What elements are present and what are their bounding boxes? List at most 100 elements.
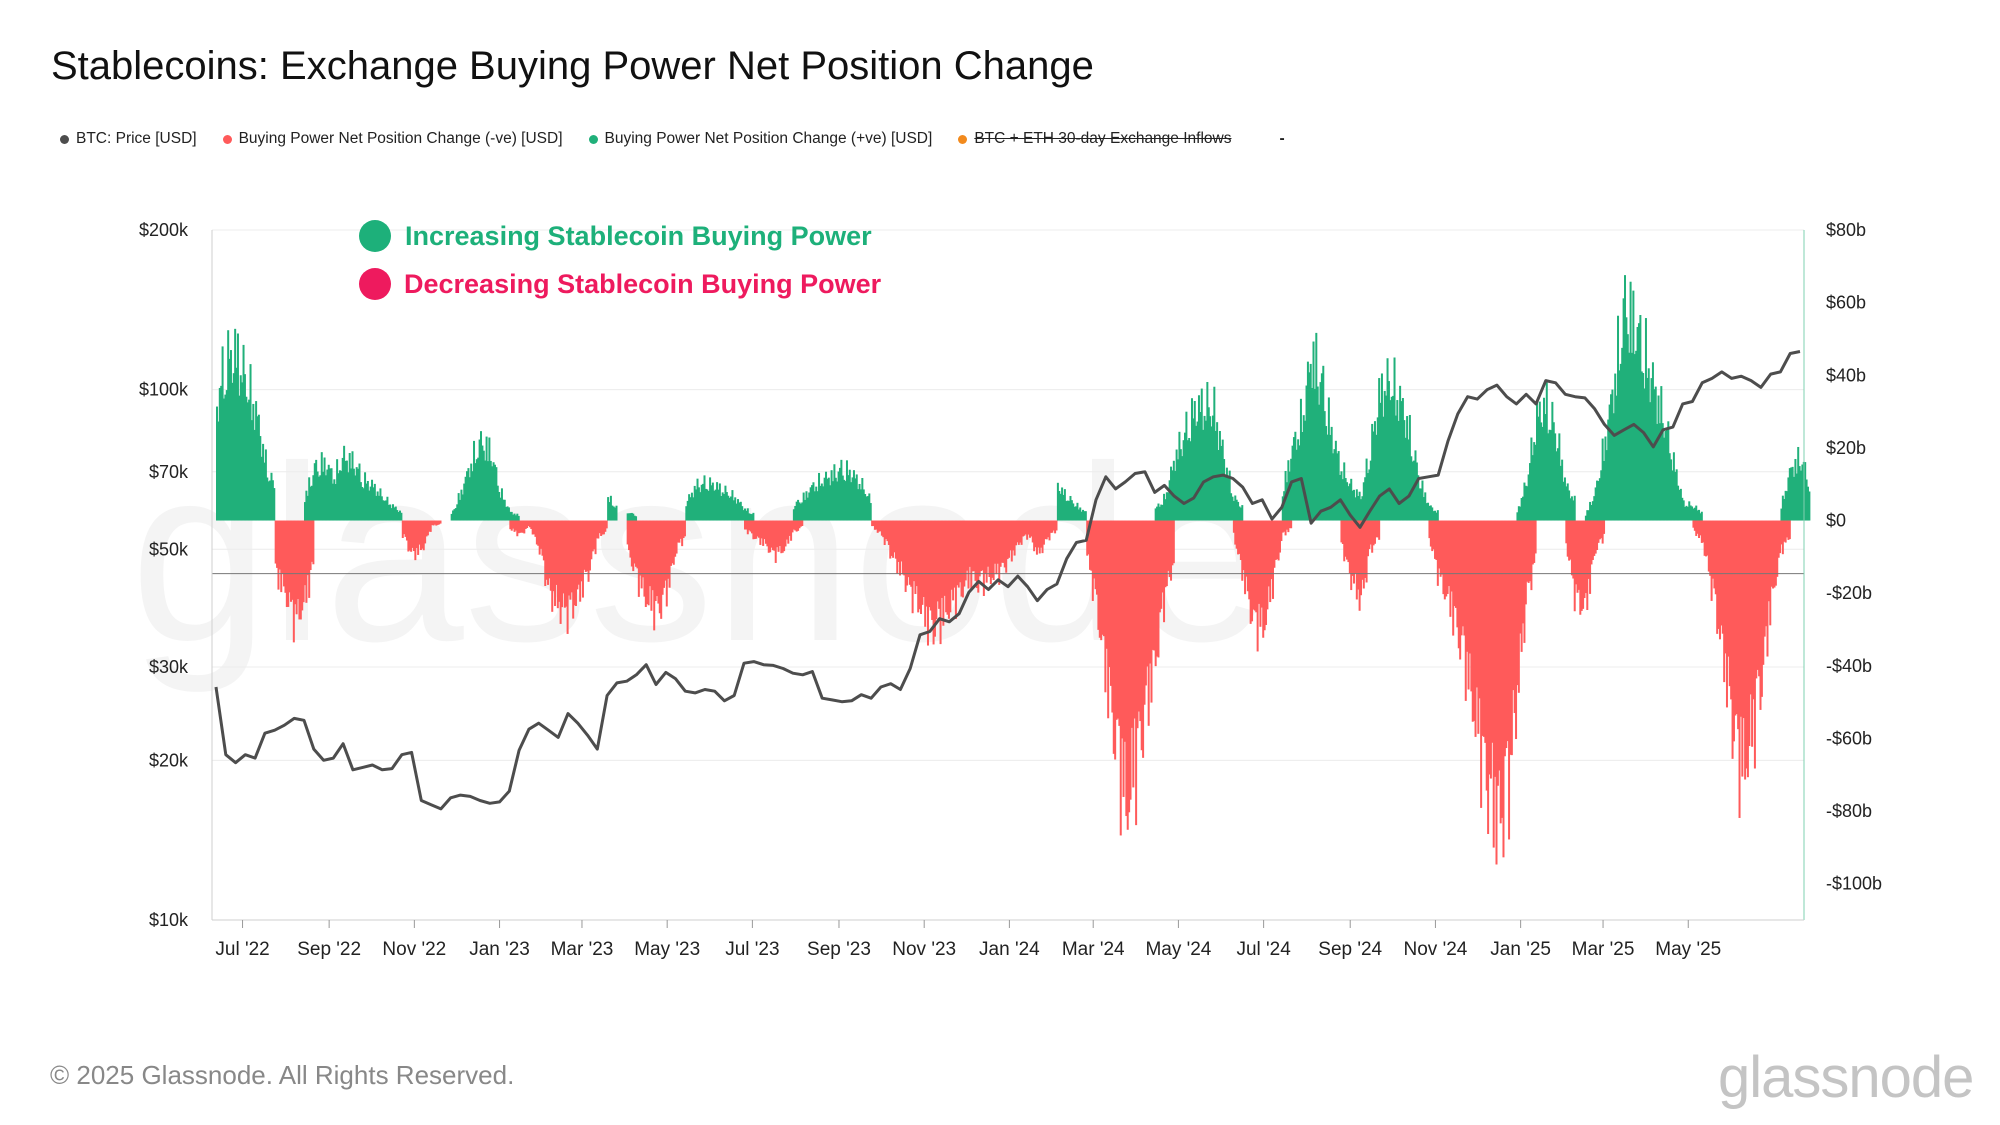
bar-positive: [1192, 418, 1195, 521]
bar-positive: [229, 350, 232, 521]
bar-positive: [1379, 402, 1382, 521]
bar-negative: [1732, 520, 1735, 742]
bar-negative: [590, 520, 593, 560]
bar-positive: [852, 470, 855, 521]
legend-item-negative[interactable]: Buying Power Net Position Change (-ve) […: [222, 130, 563, 148]
bar-positive: [1596, 480, 1599, 521]
legend-item-exchange-inflows[interactable]: BTC + ETH 30-day Exchange Inflows: [958, 130, 1231, 148]
bar-positive: [1804, 462, 1807, 521]
legend-item-btc-price[interactable]: BTC: Price [USD]: [60, 130, 197, 148]
bar-negative: [1509, 520, 1512, 755]
bar-negative: [1167, 520, 1170, 571]
bar-positive: [387, 504, 390, 521]
bar-positive: [816, 491, 819, 521]
bar-negative: [996, 520, 999, 564]
bar-positive: [1337, 451, 1340, 521]
bar-negative: [1570, 520, 1573, 576]
bar-positive: [1421, 480, 1424, 521]
bar-negative: [435, 520, 438, 526]
btc-price-line: [214, 350, 1801, 811]
bar-negative: [1172, 520, 1175, 564]
bar-negative: [1276, 520, 1279, 560]
bar-negative: [1112, 520, 1115, 754]
bar-positive: [1073, 506, 1076, 521]
bar-positive: [248, 399, 251, 521]
bar-positive: [1283, 491, 1286, 521]
legend-item-positive[interactable]: Buying Power Net Position Change (+ve) […: [588, 130, 932, 148]
bar-negative: [1742, 520, 1745, 719]
bar-positive: [1353, 489, 1356, 521]
bar-positive: [1330, 426, 1333, 521]
bar-negative: [1023, 520, 1026, 536]
bar-negative: [1436, 520, 1439, 586]
bar-negative: [1452, 520, 1455, 636]
bar-positive: [305, 490, 308, 521]
bar-positive: [1181, 456, 1184, 521]
bar-negative: [660, 520, 663, 619]
bar-negative: [774, 520, 777, 563]
bar-positive: [502, 499, 505, 521]
bar-positive: [1373, 421, 1376, 521]
legend-label-exchange-inflows: BTC + ETH 30-day Exchange Inflows: [974, 130, 1232, 147]
bar-negative: [1142, 520, 1145, 758]
bar-negative: [1598, 520, 1601, 540]
left-tick-label: $70k: [149, 462, 189, 482]
bar-positive: [1610, 394, 1613, 521]
bar-positive: [1383, 390, 1386, 521]
bar-negative: [797, 520, 800, 531]
bar-negative: [563, 520, 566, 608]
bar-positive: [686, 500, 689, 521]
bar-positive: [228, 358, 231, 521]
bar-negative: [882, 520, 885, 538]
bar-positive: [393, 507, 396, 521]
bar-positive: [1519, 506, 1522, 521]
x-tick-label: Jan '23: [469, 939, 530, 960]
bar-negative: [533, 520, 536, 535]
bar-positive: [1686, 506, 1689, 521]
bar-positive: [364, 472, 367, 521]
bar-negative: [1580, 520, 1583, 611]
bar-negative: [1482, 520, 1485, 737]
bar-negative: [281, 520, 284, 574]
bar-positive: [1784, 490, 1787, 521]
bar-negative: [935, 520, 938, 620]
bar-positive: [1061, 487, 1064, 521]
x-tick-label: Mar '25: [1572, 939, 1635, 960]
bar-positive: [1313, 388, 1316, 521]
bar-negative: [1454, 520, 1457, 608]
bar-negative: [586, 520, 589, 572]
bar-positive: [825, 471, 828, 521]
bar-positive: [1390, 396, 1393, 521]
chart-svg: glassnode $10k $20k $30k $50k $70k $100k $200k…: [130, 220, 1882, 960]
bar-positive: [1304, 420, 1307, 521]
bar-positive: [1189, 441, 1192, 521]
bar-positive: [1549, 430, 1552, 521]
bar-positive: [270, 472, 273, 521]
bar-positive: [373, 483, 376, 521]
bar-positive: [259, 436, 262, 521]
bar-negative: [892, 520, 895, 558]
bar-negative: [801, 520, 804, 526]
bar-negative: [1594, 520, 1597, 554]
bar-positive: [1410, 456, 1413, 521]
bar-positive: [732, 500, 735, 521]
bar-negative: [1024, 520, 1027, 535]
bar-negative: [524, 520, 527, 530]
bar-positive: [723, 494, 726, 521]
bar-positive: [489, 460, 492, 521]
bar-negative: [1773, 520, 1776, 588]
bar-positive: [1572, 500, 1575, 521]
bar-negative: [762, 520, 765, 546]
bar-negative: [535, 520, 538, 545]
bar-negative: [1158, 520, 1161, 613]
bar-negative: [598, 520, 601, 534]
bar-positive: [1692, 508, 1695, 521]
bar-negative: [1582, 520, 1585, 609]
bar-negative: [674, 520, 677, 557]
bar-positive: [1664, 430, 1667, 521]
bar-positive: [1380, 373, 1383, 521]
bar-negative: [1441, 520, 1444, 575]
legend-extra-dash: -: [1279, 130, 1285, 147]
legend: BTC: Price [USD] Buying Power Net Positi…: [60, 128, 1285, 150]
bar-negative: [1376, 520, 1379, 538]
